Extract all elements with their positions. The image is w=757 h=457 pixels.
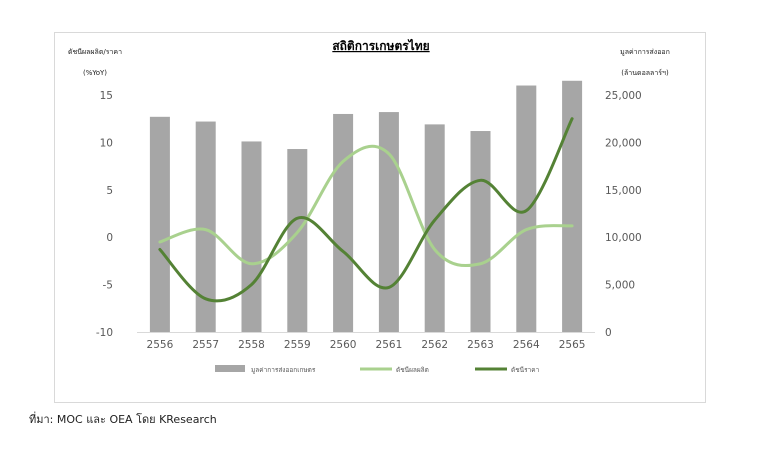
right-tick-label: 5,000	[605, 280, 635, 292]
left-axis-label-line2: (%YoY)	[83, 69, 107, 77]
chart-title: สถิติการเกษตรไทย	[332, 38, 429, 53]
x-tick-label: 2558	[238, 339, 265, 351]
x-tick-label: 2556	[147, 339, 174, 351]
legend-label: ดัชนีผลผลิต	[396, 366, 429, 374]
output-index-line	[158, 144, 574, 268]
source-note: ที่มา: MOC และ OEA โดย KResearch	[29, 413, 217, 426]
left-axis-label-line1: ดัชนีผลผลิต/ราคา	[68, 48, 122, 56]
legend-swatch-bar	[215, 365, 245, 372]
bar	[195, 121, 216, 332]
bar	[287, 149, 308, 332]
x-tick-label: 2562	[421, 339, 448, 351]
combo-chart: สถิติการเกษตรไทย ดัชนีผลผลิต/ราคา (%YoY)…	[68, 38, 670, 374]
left-tick-label: 15	[100, 90, 113, 102]
x-tick-label: 2561	[376, 339, 403, 351]
price-index-line	[158, 117, 574, 303]
bar	[562, 80, 583, 332]
right-axis-label-line1: มูลค่าการส่งออก	[620, 48, 670, 56]
right-tick-label: 0	[605, 327, 612, 339]
left-tick-label: 5	[106, 185, 113, 197]
legend-label: ดัชนีราคา	[511, 366, 540, 374]
left-tick-label: -10	[96, 327, 113, 339]
bar	[149, 116, 170, 332]
chart-frame: สถิติการเกษตรไทย ดัชนีผลผลิต/ราคา (%YoY)…	[54, 32, 706, 403]
x-tick-label: 2557	[192, 339, 219, 351]
bar	[378, 112, 399, 333]
right-tick-label: 20,000	[605, 137, 642, 149]
x-tick-label: 2559	[284, 339, 311, 351]
right-tick-label: 15,000	[605, 185, 642, 197]
bar	[333, 113, 354, 333]
bar	[470, 131, 491, 332]
bar	[241, 141, 262, 332]
right-tick-label: 10,000	[605, 232, 642, 244]
right-axis-label-line2: (ล้านดอลลาร์ฯ)	[621, 69, 669, 77]
left-tick-label: 0	[106, 232, 113, 244]
right-tick-label: 25,000	[605, 90, 642, 102]
legend-label: มูลค่าการส่งออกเกษตร	[251, 366, 316, 374]
x-tick-label: 2565	[559, 339, 586, 351]
bar	[424, 124, 445, 332]
x-tick-label: 2564	[513, 339, 540, 351]
x-tick-label: 2560	[330, 339, 357, 351]
left-tick-label: -5	[103, 280, 113, 292]
x-tick-label: 2563	[467, 339, 494, 351]
bar	[516, 85, 537, 332]
left-tick-label: 10	[100, 137, 113, 149]
